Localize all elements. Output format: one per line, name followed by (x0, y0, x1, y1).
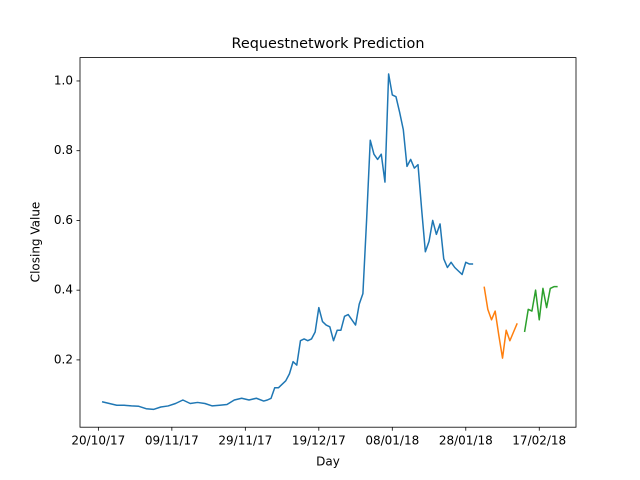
y-tick-label: 0.6 (54, 213, 73, 227)
y-tick-label: 1.0 (54, 73, 73, 87)
x-tick-label: 29/11/17 (218, 434, 272, 448)
y-axis-label: Closing Value (29, 202, 43, 283)
series-line (483, 286, 518, 359)
plot-frame (79, 57, 577, 428)
series-line (101, 73, 474, 411)
y-tick-label: 0.4 (54, 283, 73, 297)
x-tick-label: 08/01/18 (365, 434, 419, 448)
x-tick-label: 17/02/18 (512, 434, 566, 448)
x-tick-label: 09/11/17 (145, 434, 199, 448)
chart-title: Requestnetwork Prediction (232, 36, 425, 52)
y-tick-label: 0.8 (54, 143, 73, 157)
x-axis-label: Day (316, 455, 340, 469)
y-tick-label: 0.2 (54, 352, 73, 366)
x-tick-label: 20/10/17 (71, 434, 125, 448)
x-tick-label: 19/12/17 (292, 434, 346, 448)
x-tick-label: 28/01/18 (439, 434, 493, 448)
series-line (523, 285, 558, 333)
